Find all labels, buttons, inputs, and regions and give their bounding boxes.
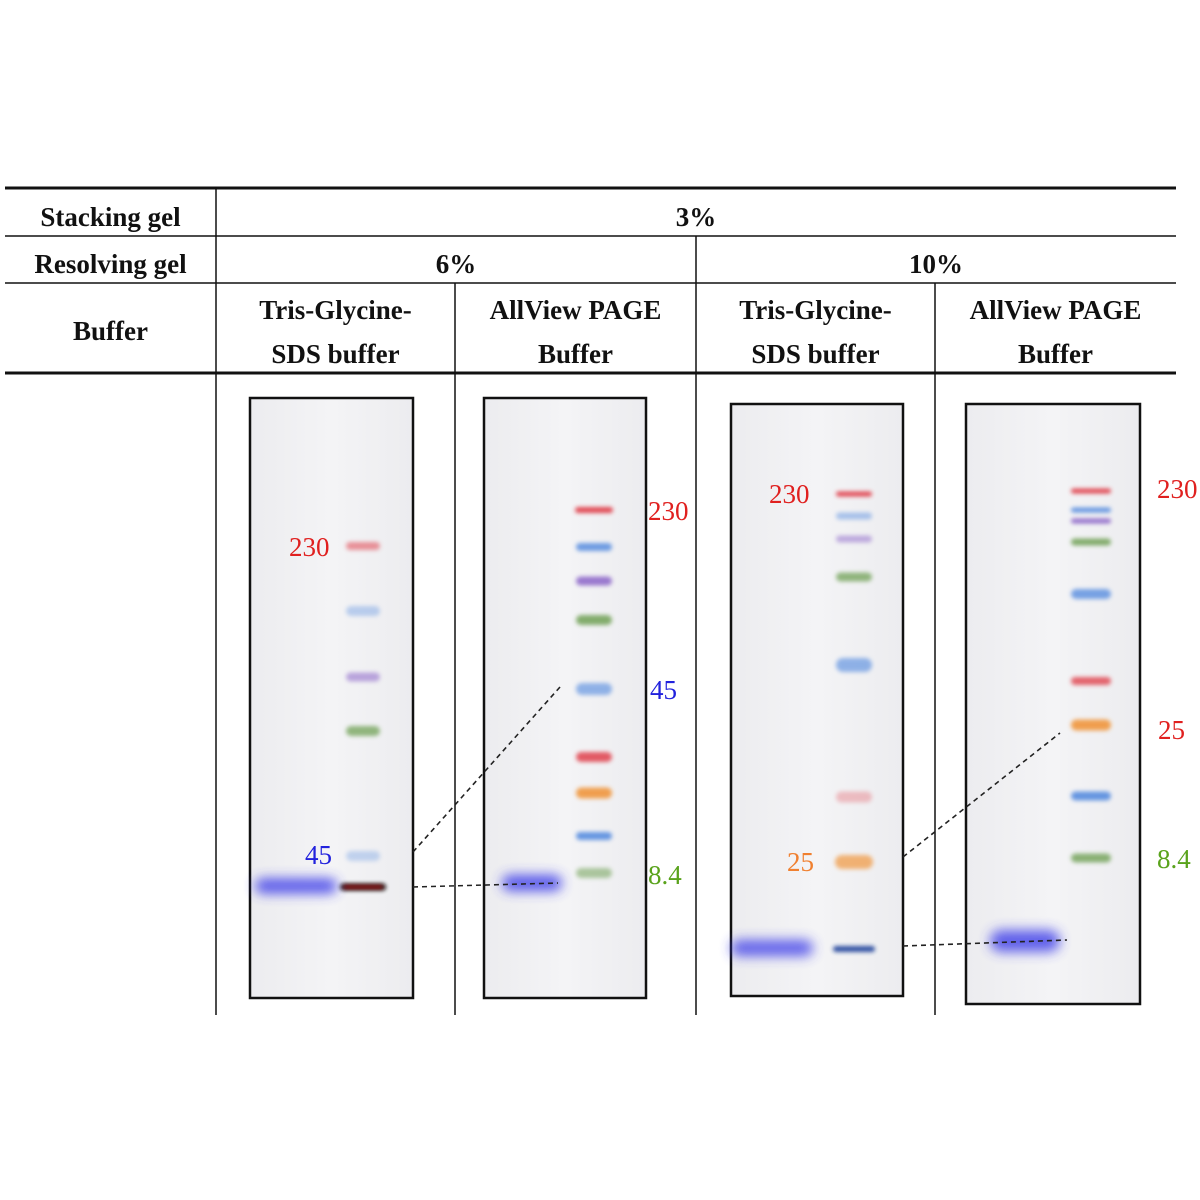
buffer-header-3-line1: Tris-Glycine- <box>739 295 892 325</box>
connector-45 <box>412 686 561 853</box>
gel2-band-45 <box>576 683 612 695</box>
gel-frame-2 <box>482 396 648 1000</box>
gel4-band-230 <box>1071 488 1111 494</box>
gel3-band-front <box>833 946 875 952</box>
buffer-header-2: AllView PAGE Buffer <box>455 288 696 376</box>
gel2-band-green-1 <box>576 615 612 625</box>
gel1-band-blue-1 <box>346 606 380 616</box>
gel1-band-front-red <box>343 885 383 889</box>
gel1-band-purple <box>346 672 380 682</box>
resolving-gel-value-10pct: 10% <box>909 249 963 279</box>
gel2-label-230: 230 <box>648 496 689 526</box>
gel4-band-blue-2 <box>1071 589 1111 599</box>
gel1-band-230 <box>346 542 380 550</box>
row-label-stacking-gel: Stacking gel <box>40 202 181 232</box>
gel4-label-25: 25 <box>1158 715 1185 745</box>
table-lines <box>5 186 1176 1015</box>
gel2-band-8.4 <box>576 868 612 878</box>
gel1-band-45 <box>346 851 380 861</box>
buffer-header-4-line1: AllView PAGE <box>969 295 1142 325</box>
gel4-band-blue-3 <box>1071 791 1111 801</box>
row-label-buffer: Buffer <box>73 316 148 346</box>
gel3-label-230: 230 <box>769 479 810 509</box>
gel2-band-230 <box>575 507 613 513</box>
connector-dye-front-6pct <box>412 882 559 888</box>
buffer-header-1-line1: Tris-Glycine- <box>259 295 412 325</box>
gel3-label-25: 25 <box>787 847 814 877</box>
buffer-header-2-line2: Buffer <box>538 339 613 369</box>
gel2-band-red-2 <box>576 752 612 762</box>
gel4-label-8.4: 8.4 <box>1157 844 1191 874</box>
stacking-gel-value: 3% <box>675 202 717 232</box>
gel3-band-230 <box>836 491 872 497</box>
resolving-gel-value-6pct: 6% <box>435 249 477 279</box>
connector-25 <box>902 732 1061 858</box>
connector-dye-front-10pct <box>902 939 1068 947</box>
buffer-header-4-line2: Buffer <box>1018 339 1093 369</box>
gel3-band-purple <box>836 535 872 543</box>
gel4-label-230: 230 <box>1157 474 1198 504</box>
gel2-label-45: 45 <box>650 675 677 705</box>
gel-bands <box>255 488 1111 956</box>
gel1-label-45: 45 <box>305 840 332 870</box>
row-label-resolving-gel: Resolving gel <box>34 249 187 279</box>
gel1-band-green <box>346 726 380 736</box>
buffer-header-3: Tris-Glycine- SDS buffer <box>696 288 935 376</box>
gel2-band-blue-1 <box>576 543 612 551</box>
connector-lines <box>412 686 1068 947</box>
buffer-header-2-line1: AllView PAGE <box>489 295 662 325</box>
gel4-band-25 <box>1071 719 1111 731</box>
gel3-band-blue-1 <box>836 512 872 520</box>
gel4-band-green-1 <box>1071 538 1111 546</box>
buffer-header-3-line2: SDS buffer <box>751 339 880 369</box>
gel3-band-red-2 <box>836 791 872 803</box>
buffer-header-4: AllView PAGE Buffer <box>935 288 1176 376</box>
gel2-label-8.4: 8.4 <box>648 860 682 890</box>
gel2-band-purple <box>576 576 612 586</box>
gel3-band-blue-2 <box>836 658 872 672</box>
gel3-band-green <box>836 572 872 582</box>
gel2-band-blue-2 <box>576 832 612 840</box>
gel1-label-230: 230 <box>289 532 330 562</box>
gel4-band-red-2 <box>1071 677 1111 685</box>
gel-frames <box>248 396 1142 1006</box>
gel-frame-3 <box>729 402 905 998</box>
buffer-header-1-line2: SDS buffer <box>271 339 400 369</box>
gel1-band-sample <box>255 878 337 894</box>
gel-frame-1 <box>248 396 415 1000</box>
gel4-band-blue-1 <box>1071 507 1111 513</box>
gel3-band-sample <box>731 940 813 956</box>
gel4-band-8.4 <box>1071 853 1111 863</box>
gel3-band-25 <box>835 855 873 869</box>
gel4-band-sample <box>990 930 1060 952</box>
gel-frame-4 <box>964 402 1142 1006</box>
gel4-band-purple <box>1071 518 1111 524</box>
gel2-band-orange <box>576 787 612 799</box>
buffer-header-1: Tris-Glycine- SDS buffer <box>216 288 455 376</box>
